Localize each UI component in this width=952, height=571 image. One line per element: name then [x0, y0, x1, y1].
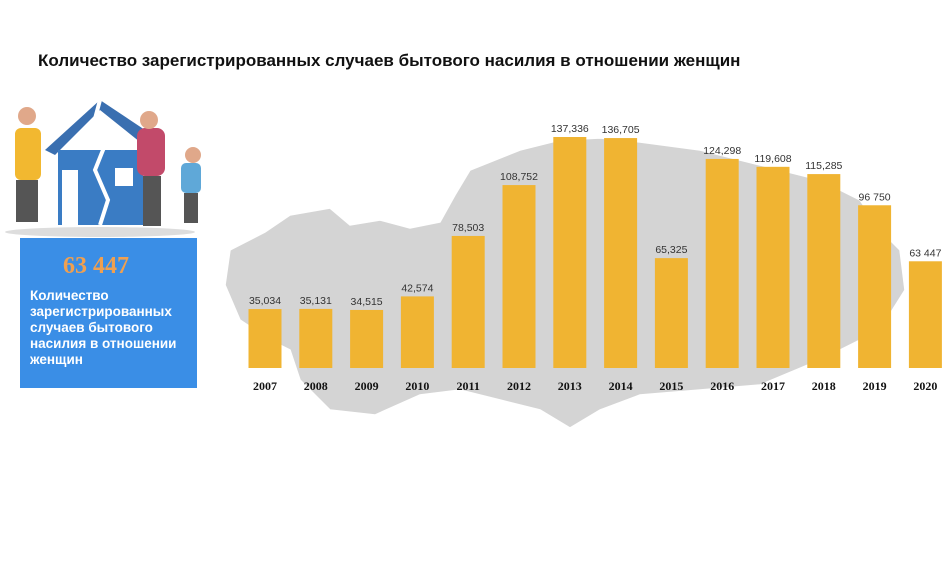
- x-tick-label: 2011: [457, 379, 480, 393]
- value-label: 136,705: [602, 124, 640, 136]
- bar: [350, 309, 384, 368]
- bar: [400, 296, 434, 368]
- illustration: [5, 99, 201, 237]
- panel-text-box: Количество зарегистрированных случаев бы…: [30, 288, 177, 367]
- x-tick-label: 2012: [507, 379, 531, 393]
- x-tick-label: 2015: [659, 379, 683, 393]
- value-label: 108,752: [500, 171, 538, 183]
- chart-title: Количество зарегистрированных случаев бы…: [38, 51, 740, 70]
- x-tick-label: 2007: [253, 379, 277, 393]
- bar: [654, 258, 688, 368]
- bar: [451, 235, 485, 368]
- bar: [705, 158, 739, 368]
- bar: [553, 137, 587, 368]
- value-label: 119,608: [754, 153, 791, 165]
- x-tick-label: 2019: [863, 379, 887, 393]
- value-label: 65,325: [655, 244, 687, 256]
- value-label: 137,336: [551, 123, 589, 135]
- bar: [807, 174, 841, 368]
- value-label: 42,574: [401, 282, 433, 294]
- panel-number: 63 447: [63, 253, 129, 279]
- x-tick-label: 2009: [355, 379, 379, 393]
- bar: [756, 166, 790, 368]
- x-tick-label: 2018: [812, 379, 836, 393]
- bar: [502, 185, 536, 368]
- value-label: 35,131: [300, 295, 332, 307]
- x-tick-label: 2008: [304, 379, 328, 393]
- value-label: 63 447: [909, 247, 941, 259]
- x-tick-label: 2020: [913, 379, 937, 393]
- value-label: 96 750: [859, 191, 891, 203]
- value-label: 35,034: [249, 295, 281, 307]
- bar: [908, 261, 942, 368]
- bar: [299, 308, 333, 368]
- x-tick-label: 2016: [710, 379, 734, 393]
- panel-text: Количество зарегистрированных случаев бы…: [30, 288, 177, 367]
- info-box: [20, 238, 197, 388]
- x-tick-label: 2017: [761, 379, 785, 393]
- value-label: 78,503: [452, 222, 484, 234]
- bar: [248, 309, 282, 368]
- bar: [604, 138, 638, 368]
- value-label: 34,515: [351, 296, 383, 308]
- x-tick-label: 2013: [558, 379, 582, 393]
- bar: [858, 205, 892, 368]
- x-tick-label: 2010: [405, 379, 429, 393]
- x-tick-label: 2014: [609, 379, 633, 393]
- value-label: 124,298: [703, 145, 741, 157]
- value-label: 115,285: [805, 160, 842, 172]
